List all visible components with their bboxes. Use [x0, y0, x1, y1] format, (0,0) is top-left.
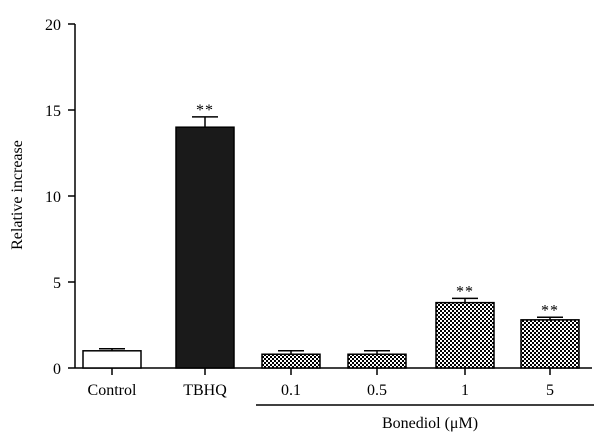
x-tick-label: 5 — [546, 382, 554, 399]
x-tick-label: 0.5 — [367, 382, 387, 399]
bar-0-1 — [261, 353, 321, 369]
bar-control — [82, 350, 142, 369]
error-bars — [99, 116, 563, 355]
y-axis: 0 5 10 15 20 — [45, 17, 76, 378]
x-tick-label: 1 — [461, 382, 469, 399]
y-tick-label: 15 — [45, 103, 61, 120]
group-label: Bonediol (μM) — [382, 415, 478, 432]
significance-mark: ** — [541, 302, 559, 319]
x-axis: Control TBHQ 0.1 0.5 1 5 — [75, 367, 592, 399]
significance-mark: ** — [196, 102, 214, 119]
y-tick-label: 5 — [53, 275, 61, 292]
x-tick-label: 0.1 — [281, 382, 301, 399]
bar-tbhq — [175, 126, 235, 369]
significance-mark: ** — [456, 283, 474, 300]
bar-0-5 — [347, 353, 407, 369]
bar-1 — [435, 301, 495, 369]
y-axis-title: Relative increase — [9, 140, 26, 250]
x-tick-label: Control — [88, 382, 137, 399]
y-tick-label: 0 — [53, 361, 61, 378]
y-tick-label: 10 — [45, 189, 61, 206]
bars — [82, 126, 580, 369]
x-tick-label: TBHQ — [183, 382, 227, 399]
y-tick-label: 20 — [45, 17, 61, 34]
significance-marks: ** ** ** — [196, 102, 559, 319]
bar-5 — [520, 319, 580, 369]
